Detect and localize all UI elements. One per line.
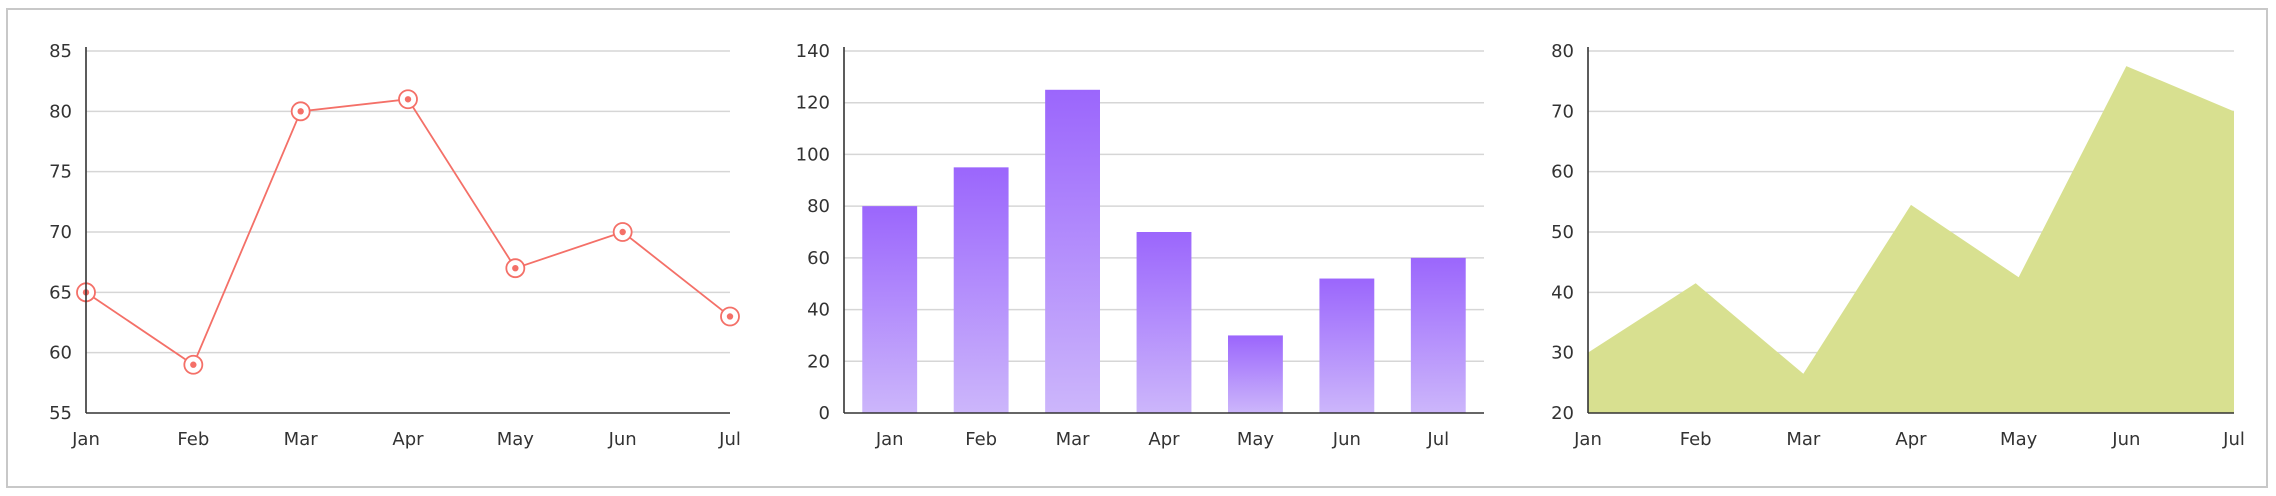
- line-chart: 55 60 65 70 75 80 85 Jan Feb Mar Apr May Jun Jul: [8, 10, 748, 490]
- y-tick-label: 40: [807, 300, 830, 321]
- area-vertex[interactable]: [2122, 62, 2130, 70]
- y-tick-label: 60: [807, 248, 830, 269]
- x-tick-label: Apr: [392, 429, 424, 450]
- y-tick-label: 20: [807, 351, 830, 372]
- data-point[interactable]: [720, 306, 740, 327]
- x-tick-label: Feb: [1680, 429, 1712, 450]
- x-tick-label: Feb: [965, 429, 997, 450]
- x-tick-label: May: [2000, 429, 2038, 450]
- x-tick-label: Jan: [71, 429, 100, 450]
- area-vertex[interactable]: [2015, 273, 2023, 281]
- area-chart: 20 30 40 50 60 70 80 Jan Feb Mar Apr May Jun Jul: [1508, 10, 2268, 490]
- x-tick-label: Jun: [1332, 429, 1361, 450]
- bar[interactable]: [862, 206, 918, 413]
- data-point[interactable]: [398, 89, 418, 110]
- data-point[interactable]: [290, 101, 311, 122]
- x-tick-label: Jul: [2222, 429, 2245, 450]
- x-tick-label: May: [1237, 429, 1275, 450]
- y-tick-label: 40: [1551, 282, 1574, 303]
- y-tick-label: 85: [49, 41, 72, 62]
- x-tick-label: Jul: [718, 429, 741, 450]
- y-tick-label: 80: [1551, 41, 1574, 62]
- y-tick-label: 20: [1551, 403, 1574, 424]
- x-tick-label: Mar: [284, 429, 319, 450]
- dashboard-frame: 55 60 65 70 75 80 85 Jan Feb Mar Apr May Jun Jul 0 20 4…: [6, 8, 2268, 488]
- x-tick-label: Mar: [1056, 429, 1091, 450]
- bar[interactable]: [1319, 278, 1375, 413]
- bar[interactable]: [1228, 335, 1283, 413]
- y-tick-label: 80: [49, 101, 72, 122]
- x-tick-label: Jun: [608, 429, 637, 450]
- y-tick-label: 60: [1551, 162, 1574, 183]
- data-point[interactable]: [183, 354, 204, 375]
- y-tick-label: 0: [819, 403, 830, 424]
- area-vertex[interactable]: [1692, 279, 1700, 287]
- y-tick-label: 60: [49, 343, 72, 364]
- y-tick-label: 100: [796, 144, 830, 165]
- x-tick-label: Apr: [1148, 429, 1180, 450]
- bar[interactable]: [953, 167, 1009, 413]
- x-tick-label: Apr: [1895, 429, 1927, 450]
- data-point[interactable]: [612, 222, 633, 242]
- data-point[interactable]: [505, 258, 526, 279]
- area-vertex[interactable]: [1907, 201, 1915, 209]
- y-tick-label: 65: [49, 282, 72, 303]
- bar-chart-svg: 0 20 40 60 80 100 120 140 Jan Feb Mar Apr May Jun Jul: [796, 41, 1484, 450]
- y-tick-label: 140: [796, 41, 830, 62]
- bar-chart: 0 20 40 60 80 100 120 140 Jan Feb Mar Apr May Jun Jul: [748, 10, 1508, 490]
- x-tick-label: Jun: [2111, 429, 2140, 450]
- y-tick-label: 70: [49, 222, 72, 243]
- x-tick-label: Jan: [875, 429, 904, 450]
- x-tick-label: Jul: [1426, 429, 1449, 450]
- line-chart-svg: 55 60 65 70 75 80 85 Jan Feb Mar Apr May Jun Jul: [49, 41, 741, 450]
- y-tick-label: 70: [1551, 101, 1574, 122]
- area-chart-svg: 20 30 40 50 60 70 80 Jan Feb Mar Apr May Jun Jul: [1551, 41, 2245, 450]
- y-tick-label: 120: [796, 93, 830, 114]
- y-tick-label: 30: [1551, 343, 1574, 364]
- x-tick-label: May: [497, 429, 535, 450]
- y-tick-label: 80: [807, 196, 830, 217]
- bar[interactable]: [1045, 89, 1100, 414]
- y-tick-label: 50: [1551, 222, 1574, 243]
- bar[interactable]: [1410, 257, 1466, 413]
- area-vertex[interactable]: [2230, 107, 2238, 115]
- area-vertex[interactable]: [1799, 370, 1807, 378]
- x-tick-label: Feb: [177, 429, 209, 450]
- series-area: [1588, 66, 2234, 414]
- x-tick-label: Mar: [1786, 429, 1821, 450]
- y-tick-label: 55: [49, 403, 72, 424]
- y-tick-label: 75: [49, 162, 72, 183]
- x-tick-label: Jan: [1573, 429, 1602, 450]
- bar[interactable]: [1136, 232, 1192, 413]
